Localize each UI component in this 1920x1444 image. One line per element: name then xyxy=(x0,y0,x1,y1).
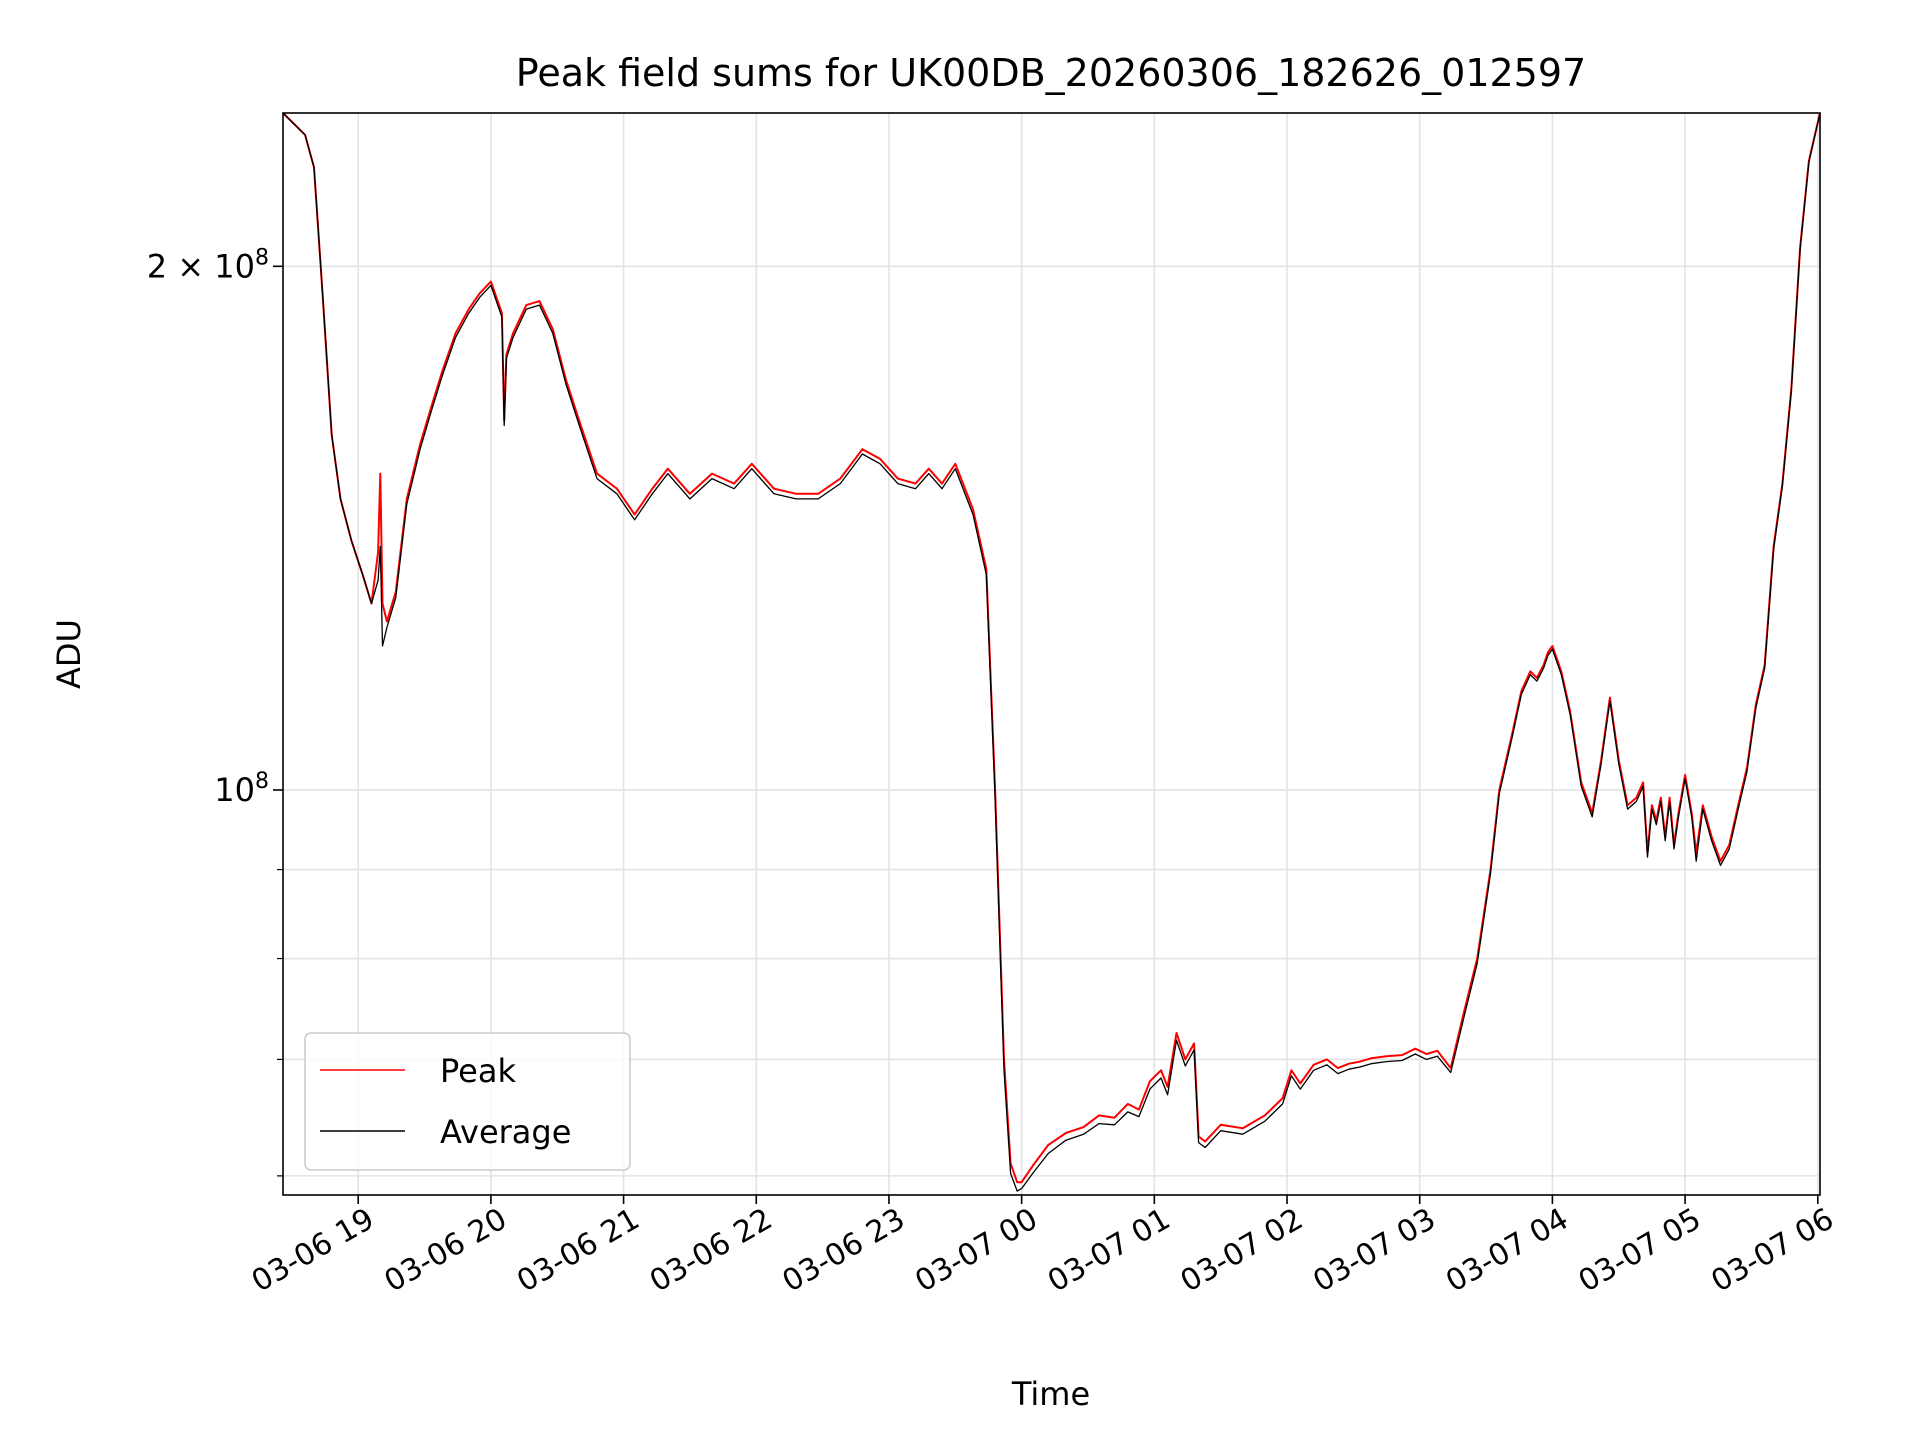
x-tick-label: 03-07 01 xyxy=(1042,1202,1176,1300)
series-line-average xyxy=(282,112,1821,1192)
x-tick-label: 03-06 22 xyxy=(644,1202,778,1300)
x-tick-label: 03-07 05 xyxy=(1573,1202,1707,1300)
y-tick-label: 2 × 108 xyxy=(147,245,269,285)
x-tick-label: 03-07 00 xyxy=(909,1202,1043,1300)
series-line-peak xyxy=(282,112,1821,1184)
y-tick-label: 108 xyxy=(214,769,269,809)
x-tick-label: 03-06 20 xyxy=(379,1202,513,1300)
x-tick-label: 03-06 19 xyxy=(246,1202,380,1300)
x-tick-label: 03-07 02 xyxy=(1175,1202,1309,1300)
legend-box xyxy=(304,1032,631,1171)
x-tick-label: 03-06 23 xyxy=(777,1202,911,1300)
chart-title: Peak field sums for UK00DB_20260306_1826… xyxy=(516,51,1586,95)
x-tick-label: 03-07 06 xyxy=(1705,1202,1839,1300)
grid-layer xyxy=(283,113,1820,1195)
x-tick-label: 03-07 03 xyxy=(1307,1202,1441,1300)
legend: Peak Average xyxy=(304,1032,631,1171)
x-axis-label: Time xyxy=(1011,1375,1090,1413)
legend-peak-label: Peak xyxy=(440,1052,516,1090)
x-tick-label: 03-07 04 xyxy=(1440,1202,1574,1300)
y-axis-label: ADU xyxy=(50,619,88,689)
plot-frame xyxy=(282,112,1821,1196)
x-tick-label: 03-06 21 xyxy=(511,1202,645,1300)
legend-average-label: Average xyxy=(440,1113,571,1151)
series-layer xyxy=(282,112,1821,1192)
